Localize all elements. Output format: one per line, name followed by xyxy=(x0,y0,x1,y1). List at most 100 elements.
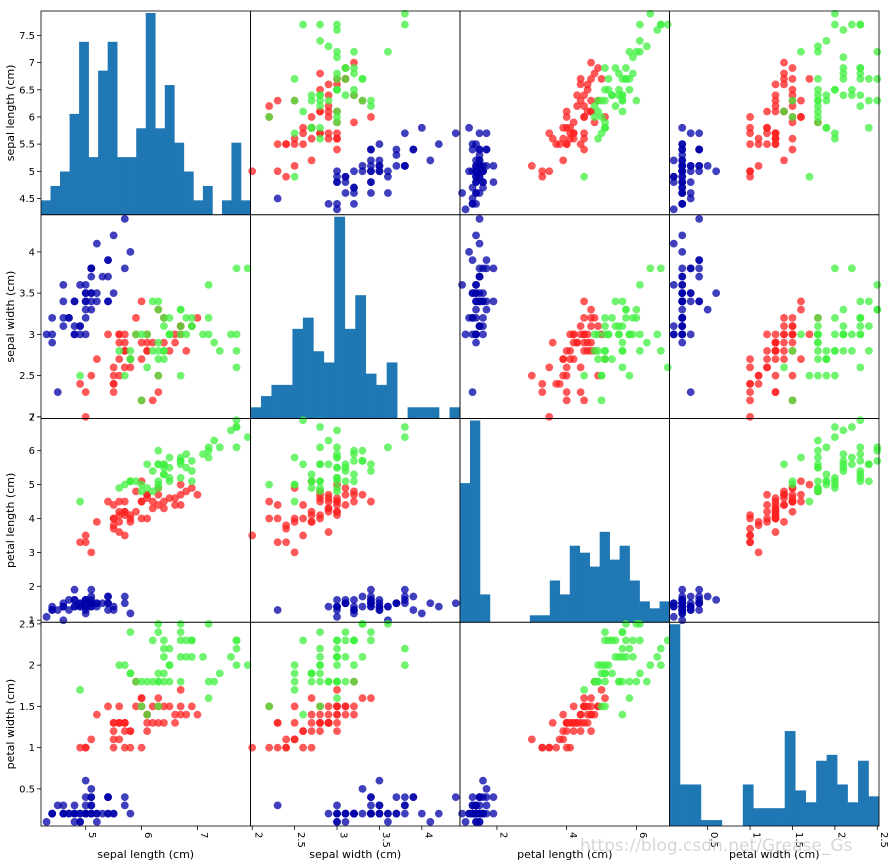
scatter-point xyxy=(204,453,213,462)
scatter-point xyxy=(763,363,771,372)
scatter-point xyxy=(350,677,358,686)
scatter-point xyxy=(115,528,124,536)
scatter-point xyxy=(232,443,241,452)
scatter-point xyxy=(324,199,333,208)
scatter-point xyxy=(324,497,333,506)
scatter-point xyxy=(686,178,695,187)
scatter-point xyxy=(628,636,637,645)
scatter-point xyxy=(273,194,282,203)
scatter-point xyxy=(367,628,375,637)
y-tick-label: 1.5 xyxy=(19,702,35,713)
scatter-point xyxy=(81,330,90,339)
scatter-point xyxy=(87,548,96,557)
scatter-point xyxy=(746,123,754,132)
scatter-point xyxy=(358,809,367,818)
x-tick-label: 3.5 xyxy=(380,832,391,848)
scatter-point xyxy=(678,313,687,322)
scatter-point xyxy=(426,817,435,826)
scatter-point xyxy=(839,53,848,62)
scatter-point xyxy=(615,677,623,686)
scatter-point xyxy=(137,514,146,523)
x-tick-label: 6 xyxy=(142,832,153,838)
scatter-point xyxy=(458,189,466,197)
scatter-point xyxy=(562,396,571,405)
scatter-point xyxy=(154,446,163,455)
scatter-point xyxy=(265,102,274,110)
scatter-point xyxy=(341,75,350,83)
scatter-point xyxy=(148,346,157,355)
scatter-point xyxy=(695,599,704,608)
scatter-point xyxy=(341,178,350,187)
scatter-point xyxy=(232,264,241,273)
scatter-point xyxy=(594,355,602,364)
scatter-point xyxy=(350,487,358,496)
scatter-point xyxy=(333,809,341,818)
scatter-point xyxy=(814,118,822,127)
scatter-point xyxy=(341,64,350,72)
scatter-point xyxy=(120,718,129,727)
hist-bar xyxy=(88,157,99,215)
x-axis-label: petal width (cm) xyxy=(729,848,820,861)
scatter-point xyxy=(618,644,627,653)
scatter-point xyxy=(81,388,90,397)
hist-bar xyxy=(753,808,765,826)
scatter-point xyxy=(333,145,341,154)
scatter-point xyxy=(583,710,592,719)
scatter-point xyxy=(788,85,797,94)
scatter-point xyxy=(400,20,409,29)
scatter-point xyxy=(642,42,651,51)
scatter-point xyxy=(625,85,634,94)
scatter-point xyxy=(299,416,307,425)
scatter-point xyxy=(400,661,409,670)
scatter-point xyxy=(42,612,51,621)
scatter-point xyxy=(358,784,367,793)
hist-bar xyxy=(344,328,356,419)
hist-bar xyxy=(334,216,346,419)
panel-0-1 xyxy=(248,9,461,216)
hist-bar xyxy=(460,483,471,623)
scatter-point xyxy=(182,346,191,355)
scatter-point xyxy=(822,123,831,132)
scatter-point xyxy=(678,280,687,289)
scatter-point xyxy=(559,710,568,719)
hist-bar xyxy=(418,407,429,419)
scatter-point xyxy=(42,817,51,826)
scatter-point xyxy=(788,371,797,380)
scatter-point xyxy=(350,85,358,94)
scatter-point xyxy=(109,727,118,736)
scatter-point xyxy=(646,264,655,273)
scatter-point xyxy=(232,661,241,670)
scatter-point xyxy=(669,178,678,187)
scatter-point xyxy=(104,809,112,818)
scatter-point xyxy=(176,473,185,482)
y-tick-label: 7 xyxy=(29,58,35,69)
scatter-point xyxy=(400,161,409,170)
scatter-point xyxy=(316,96,324,105)
scatter-point xyxy=(341,652,350,661)
scatter-point xyxy=(587,727,595,736)
scatter-point xyxy=(622,75,630,83)
scatter-point xyxy=(104,702,112,711)
scatter-point xyxy=(307,727,316,736)
scatter-point xyxy=(290,134,299,143)
scatter-point xyxy=(604,661,613,670)
scatter-point xyxy=(475,793,484,802)
scatter-point xyxy=(805,497,814,506)
scatter-point xyxy=(160,677,168,686)
scatter-point xyxy=(333,644,341,653)
scatter-point xyxy=(788,102,797,110)
y-tick-label: 2.5 xyxy=(19,371,35,382)
hist-bar xyxy=(60,171,70,215)
scatter-point xyxy=(248,167,257,176)
scatter-point xyxy=(115,507,124,516)
scatter-point xyxy=(754,134,763,143)
scatter-point xyxy=(618,346,627,355)
scatter-point xyxy=(232,636,241,645)
hist-bar xyxy=(376,384,387,419)
scatter-point xyxy=(375,140,384,149)
scatter-point xyxy=(160,504,168,513)
scatter-point xyxy=(87,305,96,314)
panel-2-0 xyxy=(40,416,252,625)
scatter-point xyxy=(299,514,307,523)
scatter-point xyxy=(148,636,157,645)
